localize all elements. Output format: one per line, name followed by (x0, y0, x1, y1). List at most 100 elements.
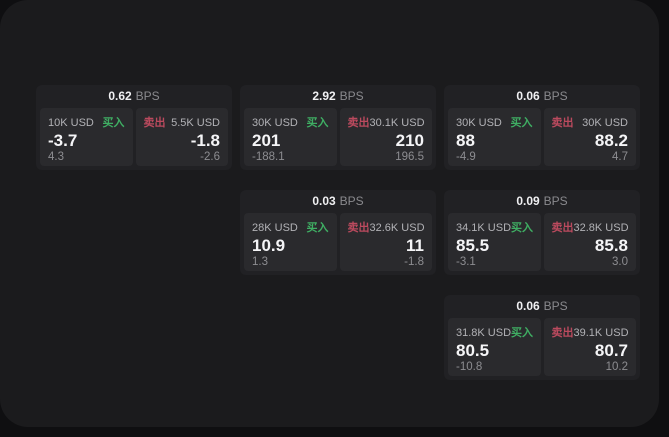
card-header: 0.03 BPS (244, 190, 432, 213)
bps-unit-label: BPS (543, 299, 568, 313)
quote-panes: 30K USD 买入 201 -188.1 卖出 30.1K USD 210 1… (244, 108, 432, 166)
sell-pane[interactable]: 卖出 30.1K USD 210 196.5 (339, 108, 432, 166)
quote-card[interactable]: 0.09 BPS 34.1K USD 买入 85.5 -3.1 卖出 32.8K … (444, 190, 640, 275)
buy-delta: -4.9 (456, 151, 476, 163)
sell-pane[interactable]: 卖出 30K USD 88.2 4.7 (543, 108, 636, 166)
buy-size: 30K USD (456, 117, 502, 129)
quote-panes: 34.1K USD 买入 85.5 -3.1 卖出 32.8K USD 85.8… (448, 213, 636, 271)
buy-price: 88 (456, 131, 475, 150)
quote-card[interactable]: 0.06 BPS 30K USD 买入 88 -4.9 卖出 30K USD 88… (444, 85, 640, 170)
bps-value: 2.92 (312, 89, 336, 103)
sell-side-label: 卖出 (143, 117, 166, 129)
sell-price: 210 (395, 131, 424, 150)
buy-pane[interactable]: 30K USD 买入 88 -4.9 (448, 108, 541, 166)
sell-pane[interactable]: 卖出 32.6K USD 11 -1.8 (339, 213, 432, 271)
buy-pane-top: 30K USD 买入 (456, 114, 533, 130)
buy-pane-top: 10K USD 买入 (48, 114, 125, 130)
buy-side-label: 买入 (510, 117, 533, 129)
buy-price: 85.5 (456, 236, 490, 255)
sell-side-label: 卖出 (551, 222, 574, 234)
sell-side-label: 卖出 (347, 117, 370, 129)
buy-pane[interactable]: 31.8K USD 买入 80.5 -10.8 (448, 318, 541, 376)
card-header: 2.92 BPS (244, 85, 432, 108)
sell-delta: 4.7 (612, 151, 628, 163)
quote-card[interactable]: 0.62 BPS 10K USD 买入 -3.7 4.3 卖出 5.5K USD … (36, 85, 232, 170)
sell-price: -1.8 (190, 131, 220, 150)
sell-pane-top: 卖出 30K USD (552, 114, 629, 130)
sell-delta: 3.0 (612, 256, 628, 268)
sell-size: 32.6K USD (369, 222, 425, 234)
buy-pane-top: 34.1K USD 买入 (456, 219, 533, 235)
sell-delta: 10.2 (605, 361, 628, 373)
sell-size: 30.1K USD (369, 117, 425, 129)
sell-side-label: 卖出 (551, 117, 574, 129)
sell-size: 30K USD (582, 117, 628, 129)
sell-side-label: 卖出 (551, 327, 574, 339)
card-header: 0.62 BPS (40, 85, 228, 108)
bps-unit-label: BPS (543, 89, 568, 103)
buy-side-label: 买入 (306, 117, 329, 129)
buy-pane[interactable]: 34.1K USD 买入 85.5 -3.1 (448, 213, 541, 271)
bps-value: 0.09 (516, 194, 540, 208)
sell-pane[interactable]: 卖出 32.8K USD 85.8 3.0 (543, 213, 636, 271)
bps-value: 0.06 (516, 89, 540, 103)
buy-price: -3.7 (48, 131, 78, 150)
buy-pane[interactable]: 10K USD 买入 -3.7 4.3 (40, 108, 133, 166)
app-window: 0.62 BPS 10K USD 买入 -3.7 4.3 卖出 5.5K USD … (0, 0, 659, 427)
buy-size: 30K USD (252, 117, 298, 129)
sell-price: 85.8 (594, 236, 628, 255)
card-header: 0.06 BPS (448, 85, 636, 108)
sell-price: 11 (406, 236, 424, 255)
buy-pane-top: 28K USD 买入 (252, 219, 329, 235)
buy-size: 31.8K USD (456, 327, 512, 339)
buy-delta: -3.1 (456, 256, 476, 268)
card-header: 0.06 BPS (448, 295, 636, 318)
bps-value: 0.06 (516, 299, 540, 313)
buy-side-label: 买入 (511, 222, 534, 234)
bps-value: 0.03 (312, 194, 336, 208)
sell-pane-top: 卖出 32.8K USD (552, 219, 629, 235)
quote-panes: 10K USD 买入 -3.7 4.3 卖出 5.5K USD -1.8 -2.… (40, 108, 228, 166)
buy-size: 34.1K USD (456, 222, 512, 234)
buy-pane[interactable]: 28K USD 买入 10.9 1.3 (244, 213, 337, 271)
sell-pane[interactable]: 卖出 39.1K USD 80.7 10.2 (543, 318, 636, 376)
buy-delta: 4.3 (48, 151, 64, 163)
sell-delta: 196.5 (395, 151, 424, 163)
buy-side-label: 买入 (306, 222, 329, 234)
sell-pane-top: 卖出 5.5K USD (144, 114, 221, 130)
quote-panes: 31.8K USD 买入 80.5 -10.8 卖出 39.1K USD 80.… (448, 318, 636, 376)
buy-pane-top: 31.8K USD 买入 (456, 324, 533, 340)
sell-size: 39.1K USD (573, 327, 629, 339)
sell-pane[interactable]: 卖出 5.5K USD -1.8 -2.6 (135, 108, 228, 166)
buy-pane[interactable]: 30K USD 买入 201 -188.1 (244, 108, 337, 166)
buy-size: 28K USD (252, 222, 298, 234)
quote-card[interactable]: 2.92 BPS 30K USD 买入 201 -188.1 卖出 30.1K U… (240, 85, 436, 170)
quote-panes: 28K USD 买入 10.9 1.3 卖出 32.6K USD 11 -1.8 (244, 213, 432, 271)
quote-card[interactable]: 0.03 BPS 28K USD 买入 10.9 1.3 卖出 32.6K USD… (240, 190, 436, 275)
sell-price: 80.7 (594, 341, 628, 360)
sell-pane-top: 卖出 30.1K USD (348, 114, 425, 130)
bps-unit-label: BPS (339, 194, 364, 208)
buy-delta: -10.8 (456, 361, 483, 373)
buy-price: 80.5 (456, 341, 490, 360)
buy-price: 10.9 (252, 236, 286, 255)
bps-unit-label: BPS (543, 194, 568, 208)
buy-delta: -188.1 (252, 151, 285, 163)
quote-panes: 30K USD 买入 88 -4.9 卖出 30K USD 88.2 4.7 (448, 108, 636, 166)
buy-delta: 1.3 (252, 256, 268, 268)
buy-size: 10K USD (48, 117, 94, 129)
quote-card[interactable]: 0.06 BPS 31.8K USD 买入 80.5 -10.8 卖出 39.1K… (444, 295, 640, 380)
cards-grid: 0.62 BPS 10K USD 买入 -3.7 4.3 卖出 5.5K USD … (36, 85, 640, 380)
sell-delta: -2.6 (200, 151, 220, 163)
buy-pane-top: 30K USD 买入 (252, 114, 329, 130)
bps-value: 0.62 (108, 89, 132, 103)
sell-side-label: 卖出 (347, 222, 370, 234)
bps-unit-label: BPS (135, 89, 160, 103)
buy-side-label: 买入 (511, 327, 534, 339)
sell-size: 32.8K USD (573, 222, 629, 234)
sell-pane-top: 卖出 39.1K USD (552, 324, 629, 340)
sell-pane-top: 卖出 32.6K USD (348, 219, 425, 235)
sell-size: 5.5K USD (171, 117, 220, 129)
buy-price: 201 (252, 131, 281, 150)
sell-delta: -1.8 (404, 256, 424, 268)
